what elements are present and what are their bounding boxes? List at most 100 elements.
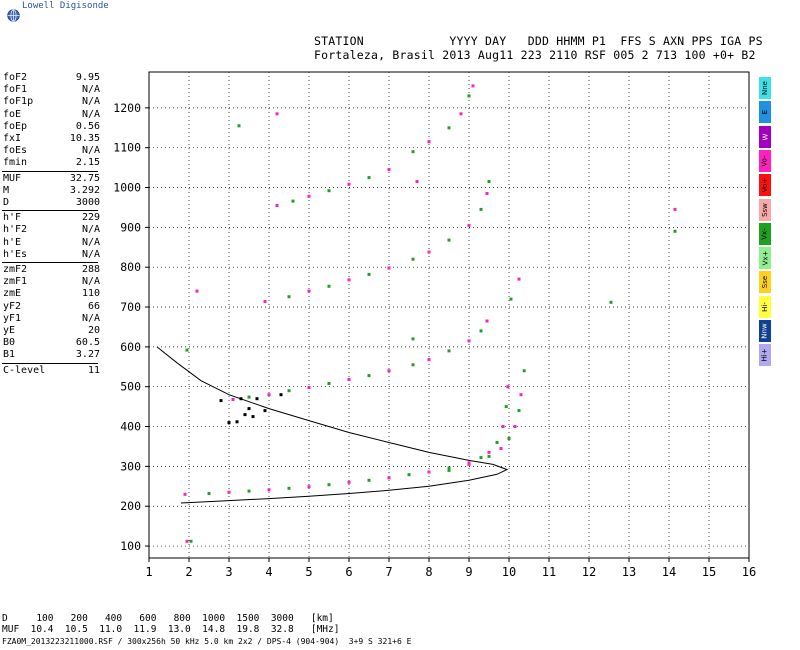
param-row-muf: MUF 32.75 (3, 173, 100, 185)
data-point (411, 363, 415, 367)
data-point (327, 483, 331, 487)
param-name: h'F (3, 212, 22, 224)
y-tick-label: 800 (120, 260, 141, 274)
legend-item-e: E (759, 101, 771, 124)
param-name: zmE (3, 288, 22, 300)
param-row-zmf2: zmF2 288 (3, 264, 100, 276)
param-name: C-level (3, 364, 46, 376)
param-row-fof2: foF2 9.95 (3, 72, 100, 84)
grid (149, 72, 749, 558)
data-point (237, 124, 241, 128)
data-point (673, 229, 677, 233)
param-row-fof1p: foF1p N/A (3, 96, 100, 108)
x-tick-label: 15 (702, 565, 716, 579)
param-separator (2, 170, 98, 172)
y-tick-label: 600 (120, 340, 141, 354)
data-point (479, 207, 483, 211)
data-point (263, 300, 267, 303)
data-point (507, 437, 511, 440)
data-point (243, 413, 247, 417)
data-point (447, 126, 451, 130)
data-point (307, 386, 311, 389)
legend-label: Hi+ (761, 348, 770, 362)
legend-label: Vx- (761, 228, 769, 240)
data-point (307, 289, 311, 293)
legend-label: Nnw (761, 323, 769, 339)
param-name: yF1 (3, 312, 22, 324)
data-point (185, 348, 189, 352)
data-point (367, 374, 371, 378)
series-f-trace-x (447, 369, 526, 472)
legend-label: W (760, 133, 769, 141)
data-point (459, 112, 463, 116)
legend-item-vo-plus: Vo+ (759, 174, 771, 197)
series-f-trace-o (183, 385, 510, 496)
legend-label: Vo+ (761, 177, 769, 193)
param-row-hpes: h'Es N/A (3, 249, 100, 261)
param-row-m: M 3.292 (3, 185, 100, 197)
x-tick-label: 3 (225, 565, 232, 579)
data-point (415, 180, 419, 183)
y-tick-label: 100 (120, 539, 141, 553)
param-value: 3000 (75, 197, 100, 208)
data-point (367, 478, 371, 482)
param-separator (2, 210, 98, 212)
data-point (609, 300, 613, 304)
x-tick-label: 6 (345, 565, 352, 579)
param-name: yF2 (3, 300, 22, 312)
y-tick-label: 300 (120, 459, 141, 473)
data-point (504, 405, 508, 409)
plot-frame (148, 71, 750, 559)
param-row-b0: B0 60.5 (3, 337, 100, 349)
param-value: N/A (81, 276, 100, 288)
data-point (327, 284, 331, 288)
x-tick-label: 9 (465, 565, 472, 579)
param-value: N/A (81, 312, 100, 324)
data-point (427, 470, 431, 474)
x-tick-label: 13 (622, 565, 636, 579)
x-tick-label: 1 (145, 565, 152, 579)
data-point (307, 194, 311, 198)
footer-distance-row: D 100 200 400 600 800 1000 1500 3000 [km… (2, 613, 334, 624)
data-point (255, 397, 259, 401)
param-row-foe: foE N/A (3, 109, 100, 121)
param-value: N/A (81, 145, 100, 157)
param-name: B1 (3, 349, 16, 361)
param-value: N/A (81, 236, 100, 248)
data-point (327, 189, 331, 193)
data-point (183, 492, 187, 496)
model-curves (156, 346, 509, 504)
data-point (247, 489, 251, 493)
data-point (501, 425, 505, 428)
legend-item-ssw: Ssw (759, 198, 771, 221)
param-value: 2.15 (75, 157, 100, 169)
data-point (387, 168, 391, 172)
data-point (189, 539, 193, 543)
data-point (347, 480, 351, 484)
data-point (467, 223, 471, 227)
param-row-ye: yE 20 (3, 325, 100, 337)
y-tick-label: 900 (120, 220, 141, 234)
legend-label: Vo- (761, 155, 769, 167)
param-value: 0.56 (75, 120, 100, 132)
data-point (427, 140, 431, 144)
footer-muf-row: MUF 10.4 10.5 11.0 11.9 13.0 14.8 19.8 3… (2, 624, 340, 635)
data-point (207, 492, 211, 495)
data-point (387, 266, 391, 270)
y-tick-label: 1100 (113, 141, 141, 155)
data-point (239, 397, 243, 401)
data-point (267, 488, 271, 492)
y-tick-label: 1200 (113, 101, 141, 115)
legend-item-hi-minus: Hi- (759, 295, 771, 318)
echo-traces (183, 84, 677, 543)
y-tick-label: 500 (120, 380, 141, 394)
x-tick-label: 7 (385, 565, 392, 579)
param-value: 9.95 (75, 72, 100, 83)
legend-item-vx-minus: Vx- (759, 222, 771, 245)
data-point (387, 476, 391, 480)
data-point (291, 199, 295, 203)
data-point (185, 539, 189, 543)
param-value: N/A (81, 108, 100, 120)
param-row-fof1: foF1 N/A (3, 84, 100, 96)
